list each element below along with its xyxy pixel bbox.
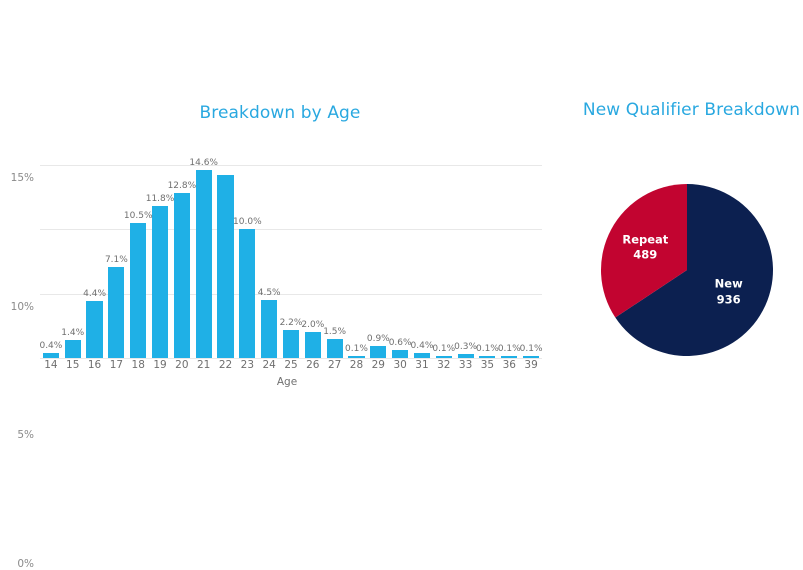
bar[interactable] (261, 300, 278, 358)
x-axis-tick-label: 25 (284, 359, 298, 371)
bar-chart-title: Breakdown by Age (199, 103, 361, 123)
x-axis-tick-label: 36 (502, 359, 516, 371)
bar[interactable] (130, 222, 147, 358)
x-axis-tick-label: 16 (87, 359, 102, 371)
x-axis-tick-label: 39 (524, 359, 538, 371)
bar[interactable] (392, 350, 409, 358)
bar[interactable] (523, 356, 540, 358)
pie-slice-label: Repeat 489 (622, 232, 668, 263)
x-axis-tick-label: 35 (480, 359, 495, 371)
bar-value-label: 10.0% (233, 217, 262, 228)
x-axis-tick-label: 24 (262, 359, 276, 371)
x-axis-tick-label: 15 (66, 359, 80, 371)
bar-value-label: 0.4% (410, 340, 434, 351)
bar[interactable] (326, 338, 343, 358)
pie-chart-title: New Qualifier Breakdown (582, 100, 801, 120)
bar-value-label: 0.9% (366, 334, 390, 345)
x-axis-tick-label: 28 (349, 359, 364, 371)
pie-slice[interactable] (601, 184, 687, 318)
y-axis-tick-label: 0% (17, 558, 34, 570)
x-axis-tick-label: 32 (437, 359, 451, 371)
x-axis-tick-label: 21 (197, 359, 211, 371)
bar-value-label: 0.1% (497, 344, 521, 354)
x-axis-tick-label: 22 (218, 359, 233, 371)
x-axis-tick-label: 20 (175, 359, 189, 371)
gridline: 10% (11, 229, 542, 313)
bar[interactable] (151, 206, 169, 358)
pie-slice[interactable] (615, 184, 773, 356)
pie-chart-graphic (601, 184, 773, 356)
bar[interactable] (457, 354, 474, 358)
bar[interactable] (282, 329, 300, 358)
pie-slice-label-line: New (714, 276, 743, 291)
bar[interactable] (239, 229, 256, 358)
bar-value-label: 1.5% (323, 326, 347, 337)
bar-value-label: 2.2% (279, 317, 303, 328)
bar[interactable] (370, 346, 387, 358)
bar-chart-plot-area: 0% 5% 10% 15% 0.4% 1.4% 4.4% 7.1% 10.5% 11.8% 12.… (11, 152, 543, 570)
pie-slice-label-line: 489 (633, 247, 658, 262)
bar-value-label: 0.1% (475, 344, 499, 354)
pie-slice-label-line: 936 (716, 292, 741, 307)
pie-chart-panel: New Qualifier Breakdown New 936 Repeat 489 (560, 0, 803, 493)
y-axis-tick-label: 10% (10, 300, 34, 313)
bar[interactable] (42, 352, 59, 358)
bar-chart-panel: Breakdown by Age 0% 5% 10% 15% 0.4% 1.4% 4.4%… (11, 103, 543, 570)
bar[interactable] (348, 356, 365, 358)
x-axis-tick-label: 18 (131, 359, 145, 371)
gridline: 5% (17, 293, 542, 441)
x-axis-tick-label: 29 (371, 359, 385, 371)
gridline: 15% (11, 164, 542, 184)
bar[interactable] (173, 193, 190, 358)
bar[interactable] (501, 356, 518, 358)
bar[interactable] (64, 339, 81, 358)
bar-value-label: 1.4% (61, 327, 85, 338)
bar-value-label: 10.5% (123, 210, 153, 221)
bar-value-label: 4.4% (83, 289, 106, 300)
bar-value-label: 0.1% (519, 344, 543, 354)
x-axis-tick-label: 31 (415, 359, 429, 371)
x-axis-tick-label: 19 (153, 359, 167, 371)
bar[interactable] (479, 356, 496, 358)
x-axis-tick-label: 23 (240, 359, 255, 371)
bar[interactable] (108, 266, 125, 358)
bar[interactable] (304, 332, 321, 358)
bar-value-label: 0.4% (39, 340, 63, 351)
bar-value-label: 0.6% (388, 338, 412, 349)
bar[interactable] (413, 352, 431, 358)
bar-value-label: 12.8% (167, 181, 197, 192)
x-axis-tick-label: 26 (306, 359, 320, 371)
x-axis-label: Age (276, 376, 298, 388)
bar[interactable] (435, 356, 452, 358)
x-axis-tick-label: 33 (458, 359, 473, 371)
x-axis-tick-label: 17 (109, 359, 124, 371)
x-axis-tick-label: 27 (327, 359, 342, 371)
bar-value-label: 0.1% (345, 344, 368, 354)
x-axis-tick-label: 30 (393, 359, 407, 371)
bar-value-label: 11.8% (145, 194, 175, 205)
bar[interactable] (86, 301, 103, 358)
y-axis-tick-label: 15% (10, 171, 34, 184)
bar-value-label: 7.1% (104, 254, 128, 265)
bar[interactable] (195, 170, 212, 358)
bar-value-label: 0.1% (432, 344, 456, 354)
bar-value-label: 14.6% (189, 158, 218, 169)
x-axis-tick-label: 14 (44, 359, 58, 371)
bar-value-label: 0.3% (454, 342, 478, 353)
bar-value-label: 2.0% (301, 320, 325, 331)
bar-value-label: 4.5% (257, 288, 281, 299)
pie-slice-label-line: Repeat (622, 232, 669, 247)
bar[interactable] (217, 175, 234, 358)
pie-slice-label: New 936 (715, 277, 743, 308)
y-axis-tick-label: 5% (17, 429, 34, 442)
